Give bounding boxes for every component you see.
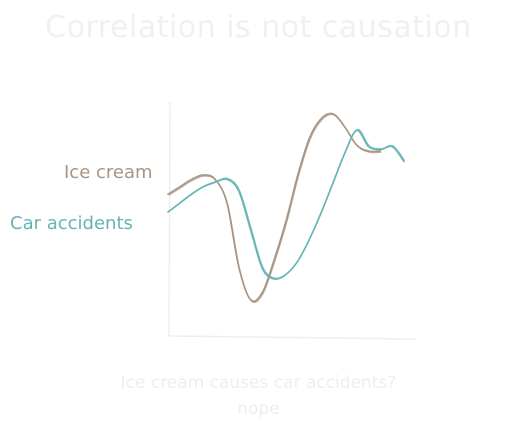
- y-axis: [168, 101, 171, 337]
- series-line-ice-cream: [167, 112, 382, 303]
- chart-title: Correlation is not causation: [45, 10, 472, 45]
- legend-car-accidents: Car accidents: [10, 213, 133, 234]
- series-line-sketch-car-accidents: [168, 128, 406, 279]
- x-axis: [168, 335, 416, 340]
- legend-ice-cream: Ice cream: [64, 162, 153, 183]
- series-layer: [167, 112, 406, 304]
- caption: Ice cream causes car accidents? nope: [0, 370, 517, 422]
- caption-question: Ice cream causes car accidents?: [120, 373, 397, 393]
- series-line-sketch-ice-cream: [168, 114, 382, 304]
- caption-answer: nope: [237, 399, 280, 419]
